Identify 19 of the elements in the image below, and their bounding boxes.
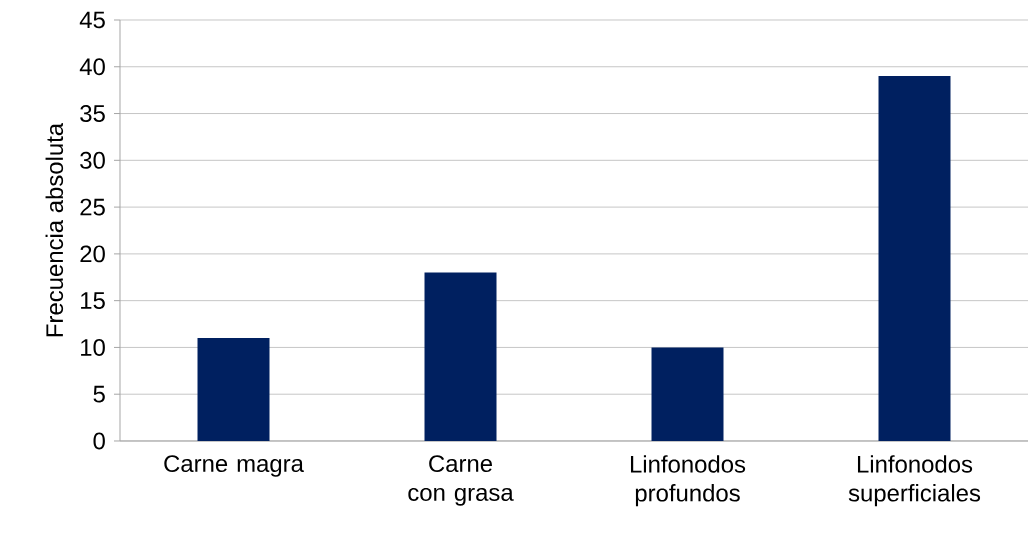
x-tick-label: Linfonodos profundos (630, 455, 746, 507)
y-tick-label: 40 (79, 58, 105, 76)
bar (878, 76, 951, 441)
y-tick-label: 20 (80, 245, 105, 263)
bar (197, 338, 270, 441)
bar (651, 347, 724, 441)
y-tick-label: 10 (81, 338, 105, 356)
y-tick-label: 30 (80, 151, 105, 169)
x-tick-label: Carne magra (164, 455, 304, 477)
x-tick-label: Linfonodos superficiales (848, 455, 981, 507)
y-tick-label: 0 (93, 432, 105, 450)
y-tick-label: 15 (81, 292, 105, 309)
y-tick-label: 45 (79, 11, 105, 29)
y-tick-label: 25 (80, 198, 105, 216)
y-tick-label: 35 (80, 105, 105, 123)
x-tick-label: Carne con grasa (408, 455, 514, 506)
y-tick-label: 5 (93, 385, 105, 403)
bar (424, 272, 497, 441)
y-axis-title: Frecuencia absoluta (45, 122, 64, 337)
